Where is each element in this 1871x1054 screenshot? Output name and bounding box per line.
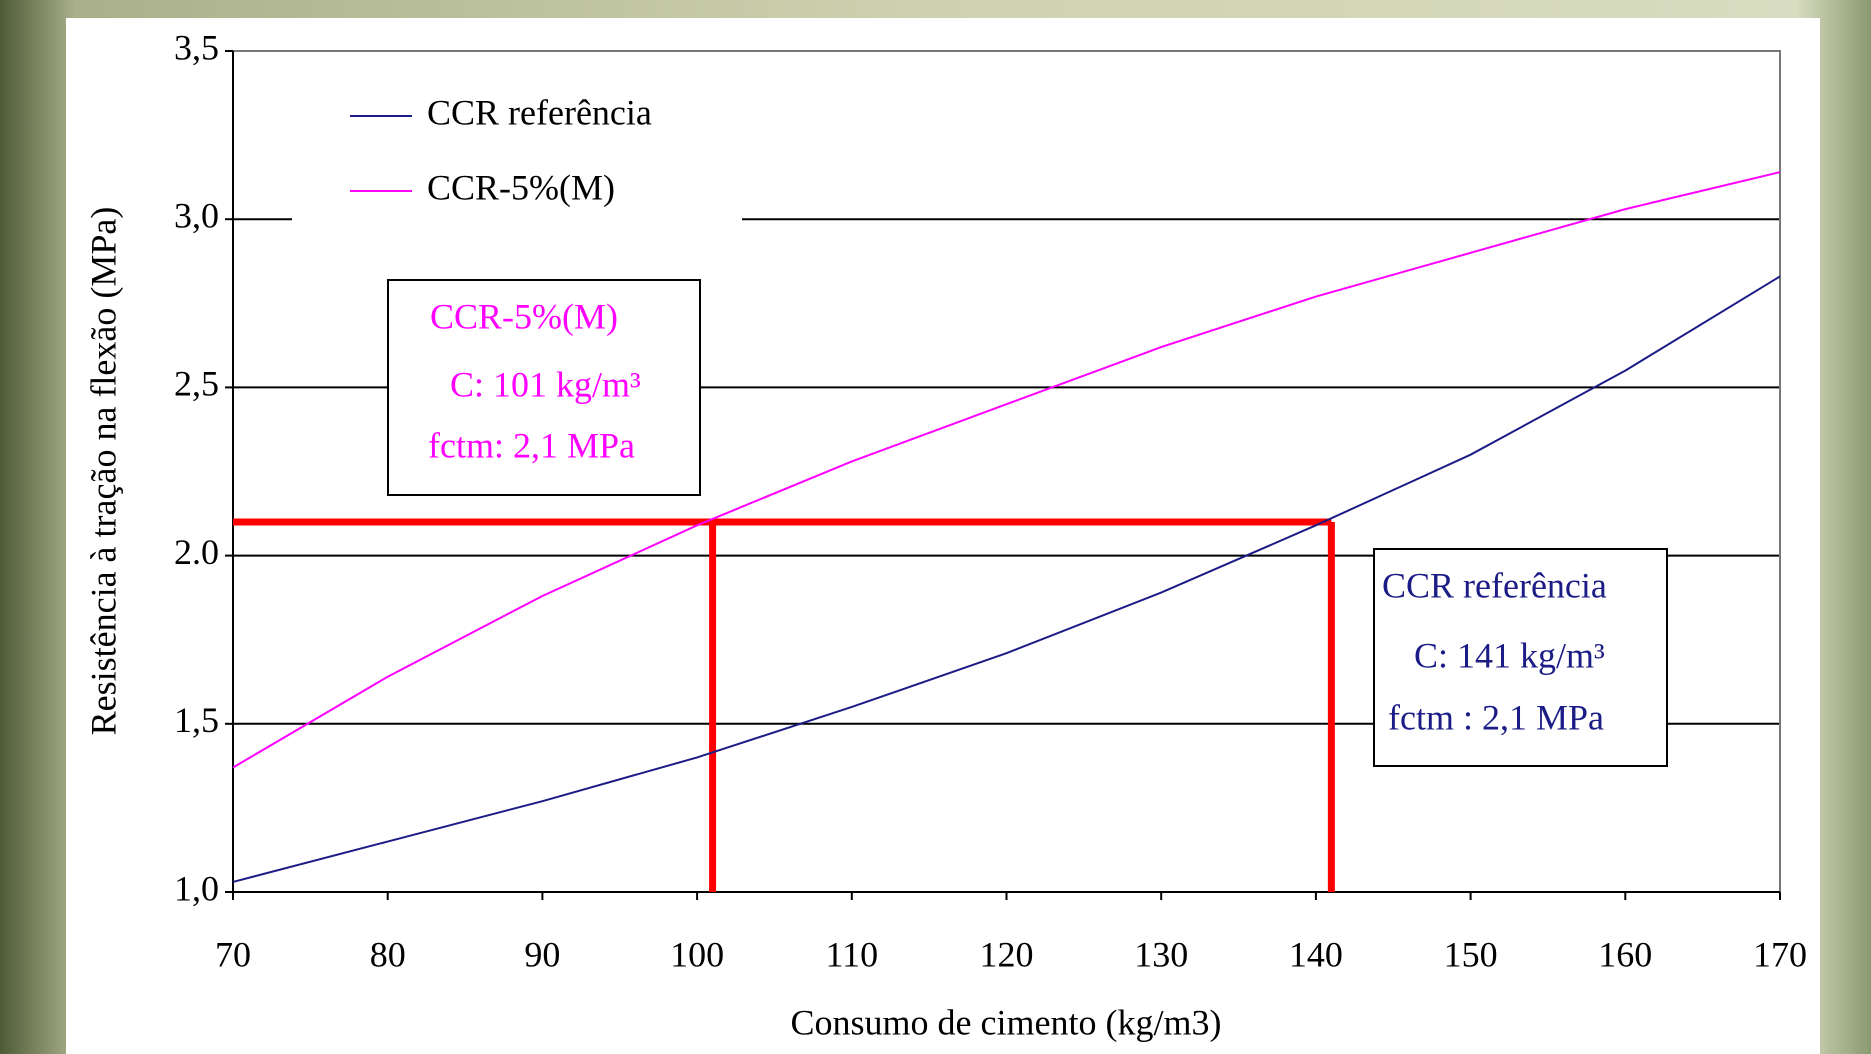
y-tick-label: 3,5: [174, 27, 219, 67]
x-tick-label: 110: [825, 934, 878, 974]
x-axis-title: Consumo de cimento (kg/m3): [791, 1002, 1222, 1042]
y-tick-label: 1,0: [174, 868, 219, 908]
annotation-text: C: 141 kg/m³: [1414, 635, 1605, 675]
annotation-text: fctm : 2,1 MPa: [1388, 697, 1604, 737]
x-tick-label: 140: [1289, 934, 1343, 974]
x-tick-label: 120: [980, 934, 1034, 974]
y-tick-label: 3,0: [174, 195, 219, 235]
x-tick-label: 90: [524, 934, 560, 974]
x-tick-label: 150: [1444, 934, 1498, 974]
annotation-text: fctm: 2,1 MPa: [428, 425, 635, 465]
x-tick-label: 170: [1753, 934, 1807, 974]
x-tick-label: 160: [1598, 934, 1652, 974]
y-tick-label: 2,5: [174, 364, 219, 404]
legend-label: CCR-5%(M): [427, 167, 615, 207]
annotation-text: CCR referência: [1382, 565, 1607, 605]
y-tick-label: 2.0: [174, 532, 219, 572]
x-tick-label: 100: [670, 934, 724, 974]
y-tick-label: 1,5: [174, 700, 219, 740]
annotation-text: C: 101 kg/m³: [450, 364, 641, 404]
page: Resistência à tração na flexão (MPa) Con…: [0, 0, 1871, 1054]
legend-label: CCR referência: [427, 92, 652, 132]
x-tick-label: 70: [215, 934, 251, 974]
chart: Resistência à tração na flexão (MPa) Con…: [0, 0, 1871, 1054]
y-axis-title: Resistência à tração na flexão (MPa): [83, 207, 123, 736]
x-tick-label: 80: [370, 934, 406, 974]
annotation-text: CCR-5%(M): [430, 296, 618, 336]
x-tick-label: 130: [1134, 934, 1188, 974]
